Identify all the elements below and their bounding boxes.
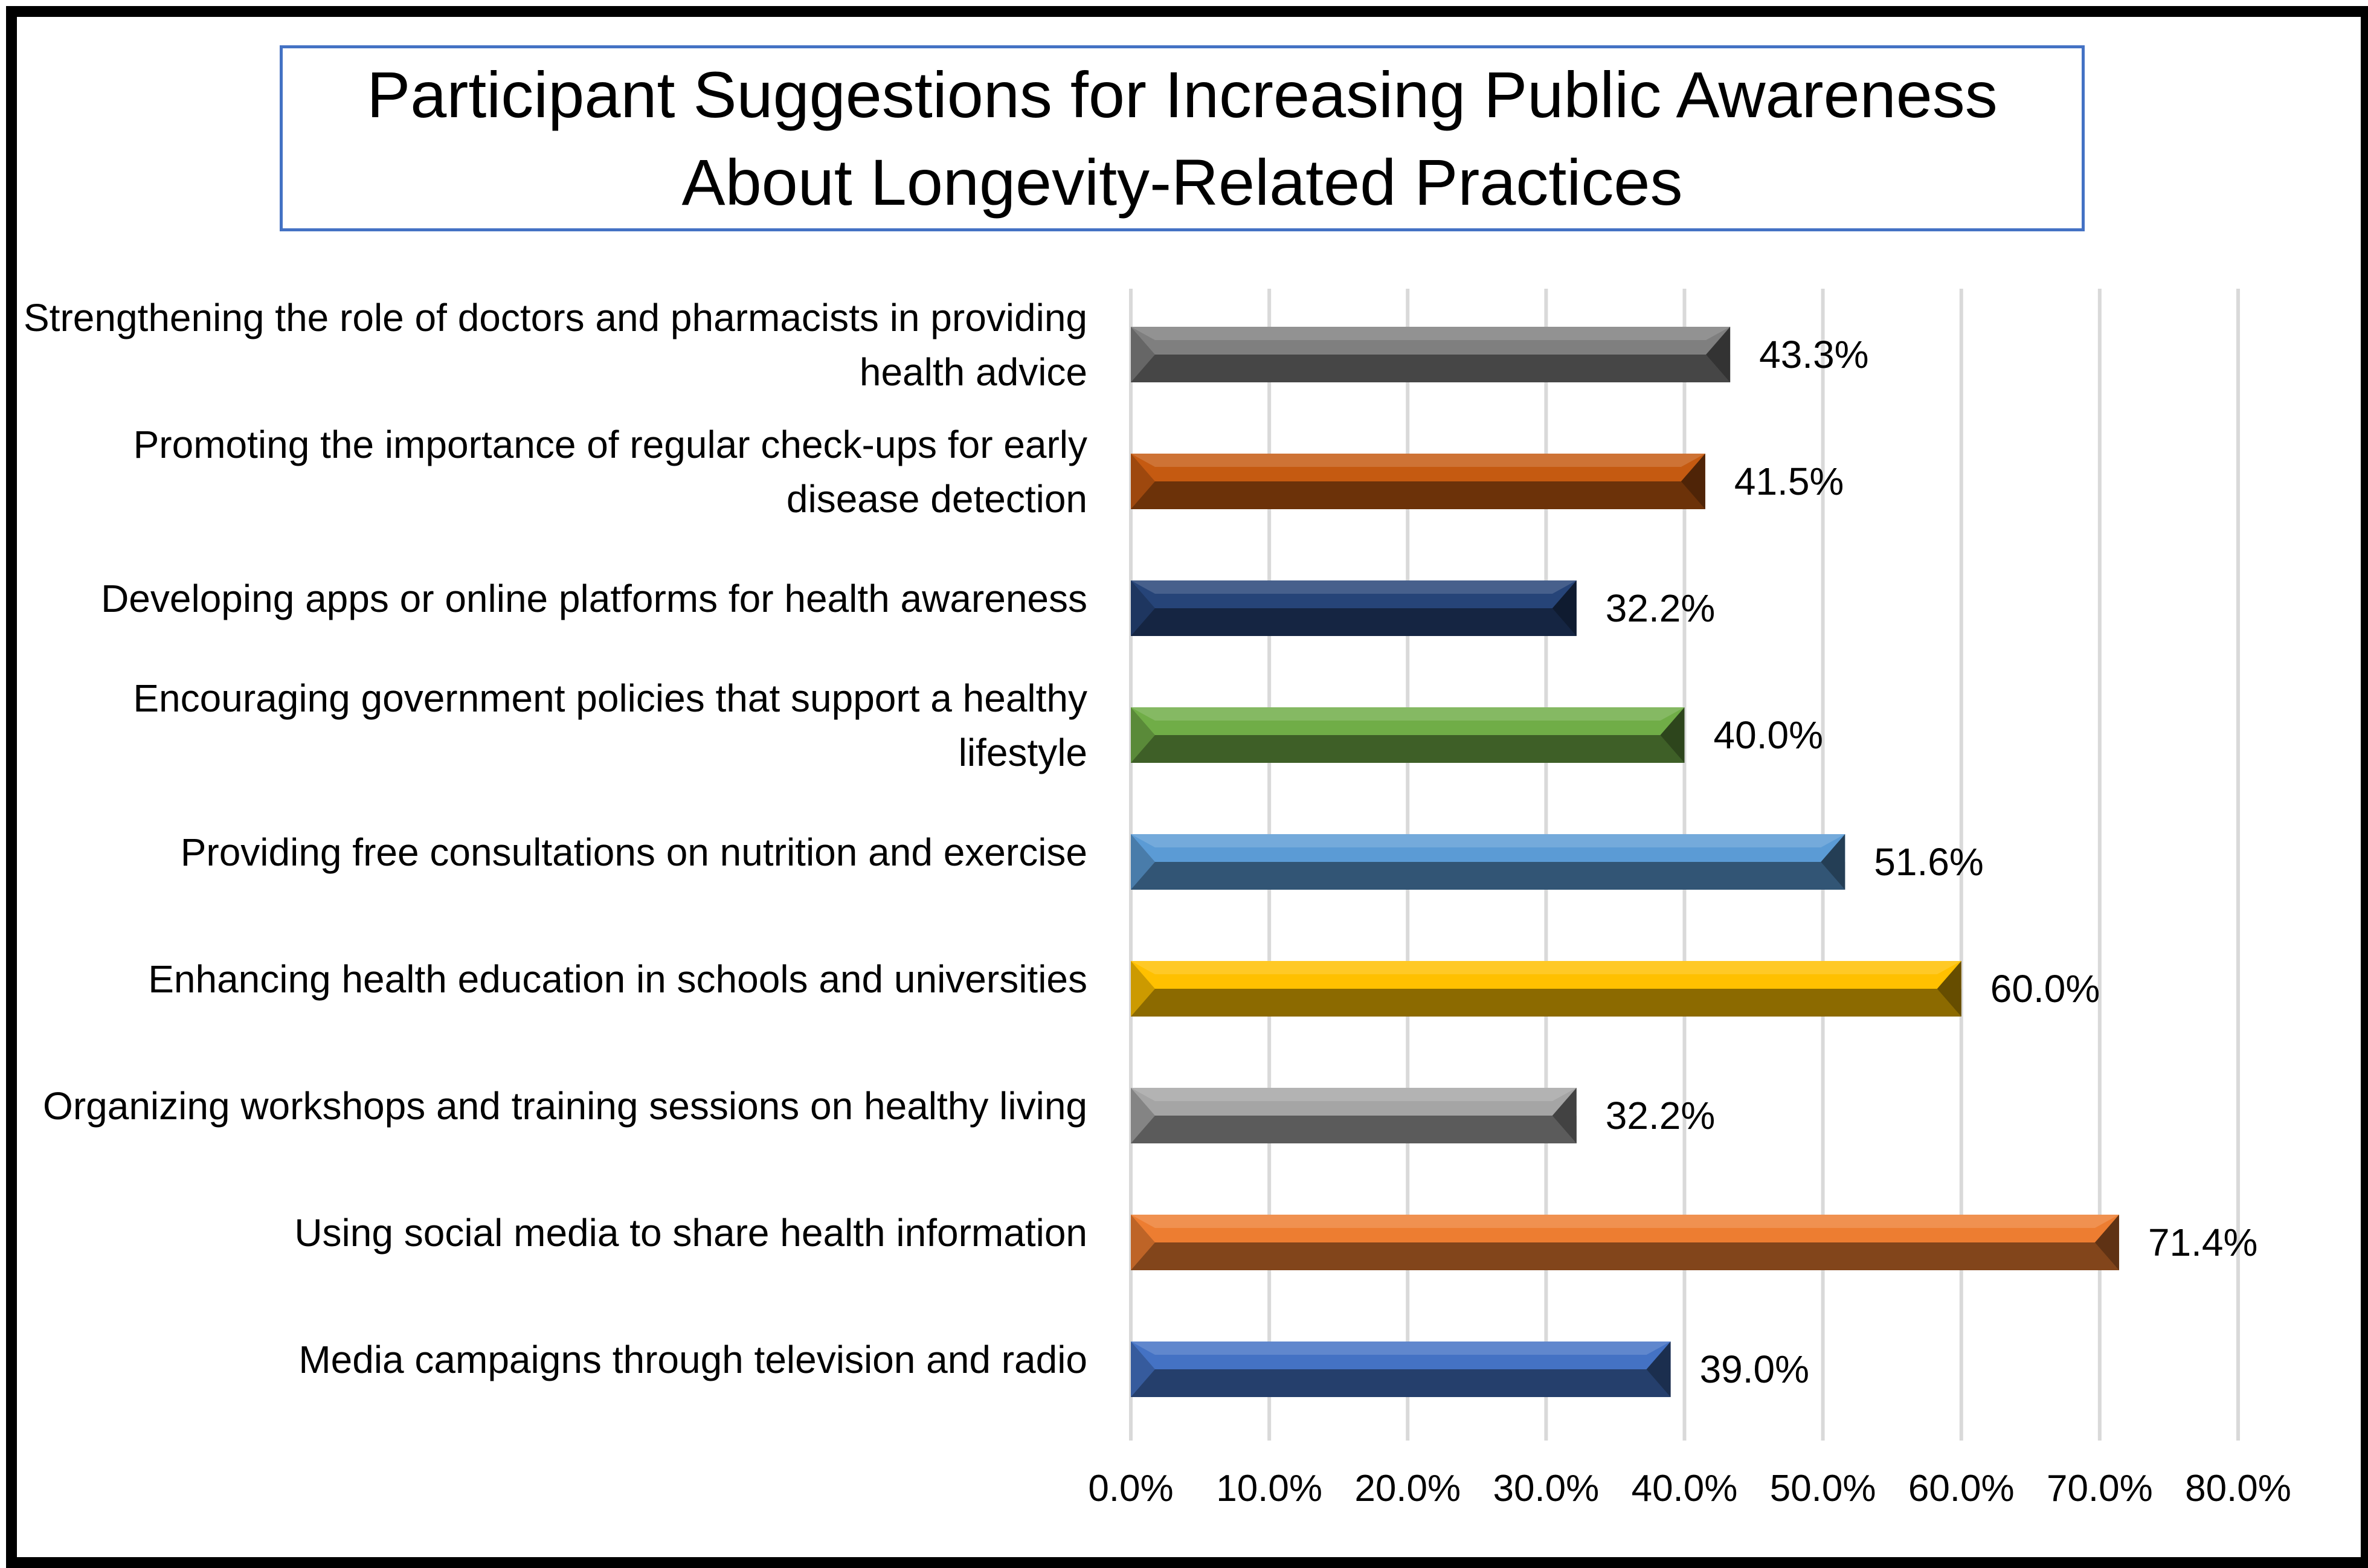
data-label: 51.6% [1874, 840, 1983, 884]
x-tick-label: 10.0% [1216, 1468, 1322, 1509]
category-label: Encouraging government policies that sup… [133, 676, 1087, 774]
category-label: Promoting the importance of regular chec… [133, 423, 1087, 521]
data-label: 39.0% [1700, 1348, 1809, 1391]
bar [1131, 580, 1577, 636]
category-label: Developing apps or online platforms for … [101, 577, 1087, 620]
bar [1131, 1215, 2119, 1270]
bar [1131, 834, 1845, 890]
bar [1131, 1341, 1671, 1397]
x-tick-label: 60.0% [1908, 1468, 2015, 1509]
x-tick-label: 20.0% [1354, 1468, 1461, 1509]
category-label: Media campaigns through television and r… [298, 1338, 1087, 1381]
category-label: Providing free consultations on nutritio… [180, 831, 1087, 874]
data-label: 60.0% [1990, 967, 2100, 1011]
x-tick-label: 50.0% [1770, 1468, 1876, 1509]
data-label: 71.4% [2148, 1221, 2257, 1264]
data-label: 40.0% [1714, 713, 1823, 757]
data-label: 43.3% [1759, 333, 1868, 376]
bar [1131, 961, 1961, 1017]
bar [1131, 1088, 1577, 1143]
x-tick-label: 80.0% [2185, 1468, 2291, 1509]
x-tick-label: 30.0% [1493, 1468, 1599, 1509]
data-label: 41.5% [1734, 460, 1844, 503]
bar [1131, 707, 1685, 763]
x-tick-label: 0.0% [1088, 1468, 1173, 1509]
chart-frame [6, 6, 2368, 1568]
x-tick-label: 40.0% [1632, 1468, 1738, 1509]
category-label: Strengthening the role of doctors and ph… [23, 296, 1087, 394]
bar [1131, 327, 1731, 382]
chart-title-box: Participant Suggestions for Increasing P… [280, 45, 2085, 231]
bar-series: 43.3% 41.5% 32.2% 40.0% 51.6% 60.0% 32.2% 71.4%… [1131, 327, 2257, 1397]
chart-title: Participant Suggestions for Increasing P… [367, 58, 1998, 219]
category-label: Organizing workshops and training sessio… [43, 1084, 1087, 1128]
x-axis-tick-labels: 0.0% 10.0% 20.0% 30.0% 40.0% 50.0% 60.0% 70.0% 8… [1088, 1468, 2291, 1509]
bar [1131, 454, 1705, 509]
category-label: Enhancing health education in schools an… [148, 957, 1087, 1001]
x-tick-label: 70.0% [2047, 1468, 2153, 1509]
category-label: Using social media to share health infor… [294, 1211, 1087, 1255]
data-label: 32.2% [1606, 1094, 1715, 1137]
data-label: 32.2% [1606, 586, 1715, 630]
